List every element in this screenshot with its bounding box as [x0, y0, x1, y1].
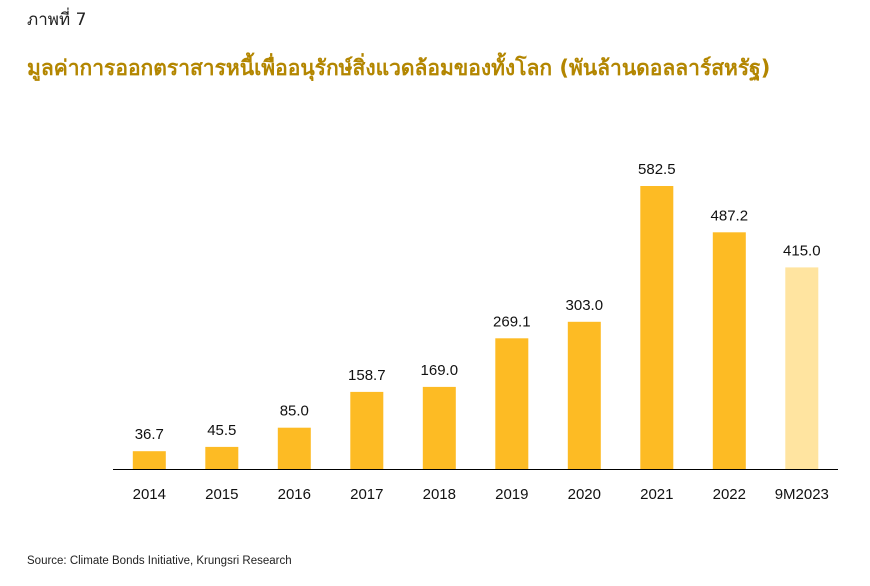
x-tick-label-2018: 2018 — [423, 486, 456, 503]
bar-2015 — [205, 446, 239, 469]
value-label-2019: 269.1 — [493, 313, 531, 330]
bar-2022 — [712, 232, 746, 469]
value-label-9M2023: 415.0 — [783, 242, 821, 259]
bar-2019 — [495, 338, 529, 469]
chart-title: มูลค่าการออกตราสารหนี้เพื่ออนุรักษ์สิ่งแ… — [27, 56, 771, 80]
value-label-2018: 169.0 — [421, 362, 459, 379]
source-note: Source: Climate Bonds Initiative, Krungs… — [27, 555, 292, 567]
bar-9M2023 — [785, 267, 819, 469]
value-label-2021: 582.5 — [638, 161, 676, 178]
x-tick-label-2021: 2021 — [640, 486, 673, 503]
bar-2018 — [422, 386, 456, 469]
x-tick-label-9M2023: 9M2023 — [775, 486, 829, 503]
value-label-2020: 303.0 — [566, 297, 604, 314]
value-label-2022: 487.2 — [711, 207, 749, 224]
value-label-2017: 158.7 — [348, 367, 386, 384]
bar-2017 — [350, 391, 384, 469]
x-tick-label-2016: 2016 — [278, 486, 311, 503]
labels-layer: 36.7 2014 45.5 2015 85.0 2016 158.7 2017 169.0 20… — [133, 161, 829, 503]
bar-2021 — [640, 186, 674, 469]
bar-2014 — [132, 451, 166, 469]
value-label-2014: 36.7 — [135, 426, 164, 443]
bar-2016 — [277, 427, 311, 469]
value-label-2015: 45.5 — [207, 422, 236, 439]
x-tick-label-2015: 2015 — [205, 486, 238, 503]
x-tick-label-2019: 2019 — [495, 486, 528, 503]
figure-label: ภาพที่ 7 — [27, 10, 87, 30]
x-tick-label-2014: 2014 — [133, 486, 166, 503]
bar-2020 — [567, 321, 601, 469]
x-tick-label-2017: 2017 — [350, 486, 383, 503]
value-label-2016: 85.0 — [280, 403, 309, 420]
bars-layer — [132, 186, 819, 469]
x-tick-label-2020: 2020 — [568, 486, 601, 503]
x-tick-label-2022: 2022 — [713, 486, 746, 503]
